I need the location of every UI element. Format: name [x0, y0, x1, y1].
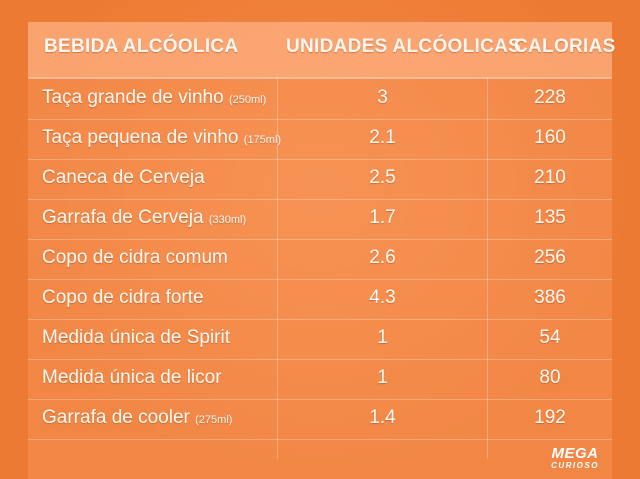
alcohol-units: 1: [377, 327, 388, 348]
drink-volume-note: (330ml): [208, 214, 247, 226]
drink-name-text: Medida única de Spirit: [42, 327, 230, 348]
drink-name: Medida única de licor: [42, 367, 222, 389]
table-header: BEBIDA ALCÓOLICA UNIDADES ALCÓOLICAS CAL…: [28, 22, 615, 79]
table-row: Copo de cidra comum 2.6 256: [28, 239, 612, 280]
drink-name: Taça grande de vinho (250ml): [42, 87, 266, 109]
alcohol-units: 4.3: [369, 287, 396, 308]
calories-value: 80: [539, 367, 561, 388]
drink-name-text: Copo de cidra forte: [42, 287, 204, 308]
table-row: Medida única de Spirit 1 54: [28, 319, 612, 360]
drink-name: Taça pequena de vinho (175ml): [42, 127, 281, 149]
drink-name-text: Copo de cidra comum: [42, 247, 228, 268]
alcohol-units: 2.6: [369, 247, 396, 268]
calories-value: 228: [534, 87, 566, 108]
alcohol-units: 3: [377, 87, 388, 108]
mega-curioso-logo: MEGA CURIOSO: [540, 446, 610, 476]
drink-name: Caneca de Cerveja: [42, 167, 205, 189]
column-divider: [277, 77, 278, 459]
alcohol-calories-table: BEBIDA ALCÓOLICA UNIDADES ALCÓOLICAS CAL…: [28, 22, 615, 479]
calories-value: 54: [539, 327, 561, 348]
calories-value: 135: [534, 207, 566, 228]
calories-value: 256: [534, 247, 566, 268]
alcohol-units: 1.4: [369, 407, 396, 428]
drink-volume-note: (275ml): [195, 414, 233, 426]
drink-name: Garrafa de cooler (275ml): [42, 407, 232, 429]
drink-volume-note: (175ml): [243, 134, 282, 146]
alcohol-units: 2.5: [369, 167, 396, 188]
table-row: Copo de cidra forte 4.3 386: [28, 279, 612, 320]
header-units: UNIDADES ALCÓOLICAS: [286, 36, 522, 57]
drink-volume-note: (250ml): [228, 94, 267, 106]
drink-name: Copo de cidra comum: [42, 247, 228, 269]
drink-name: Medida única de Spirit: [42, 327, 230, 349]
table-row: Medida única de licor 1 80: [28, 359, 612, 400]
logo-line-2: CURIOSO: [551, 461, 599, 470]
calories-value: 386: [534, 287, 566, 308]
drink-name-text: Garrafa de Cerveja: [42, 207, 204, 228]
drink-name-text: Garrafa de cooler: [42, 407, 190, 428]
table-row: Garrafa de Cerveja (330ml) 1.7 135: [28, 199, 612, 240]
alcohol-units: 1.7: [369, 207, 396, 228]
table-row: Taça grande de vinho (250ml) 3 228: [28, 79, 612, 120]
column-divider: [487, 77, 488, 459]
header-drink: BEBIDA ALCÓOLICA: [44, 36, 239, 57]
table-row: Caneca de Cerveja 2.5 210: [28, 159, 612, 200]
calories-value: 160: [534, 127, 566, 148]
table-row: Garrafa de cooler (275ml) 1.4 192: [28, 399, 612, 440]
table-row: Taça pequena de vinho (175ml) 2.1 160: [28, 119, 612, 160]
logo-line-1: MEGA: [551, 445, 599, 462]
drink-name-text: Taça pequena de vinho: [42, 127, 239, 148]
alcohol-units: 1: [377, 367, 388, 388]
header-calories: CALORIAS: [514, 36, 616, 57]
calories-value: 210: [534, 167, 566, 188]
drink-name: Garrafa de Cerveja (330ml): [42, 207, 246, 229]
calories-value: 192: [534, 407, 566, 428]
alcohol-units: 2.1: [369, 127, 396, 148]
drink-name-text: Caneca de Cerveja: [42, 167, 205, 188]
drink-name-text: Medida única de licor: [42, 367, 222, 388]
drink-name-text: Taça grande de vinho: [42, 87, 224, 108]
drink-name: Copo de cidra forte: [42, 287, 204, 309]
